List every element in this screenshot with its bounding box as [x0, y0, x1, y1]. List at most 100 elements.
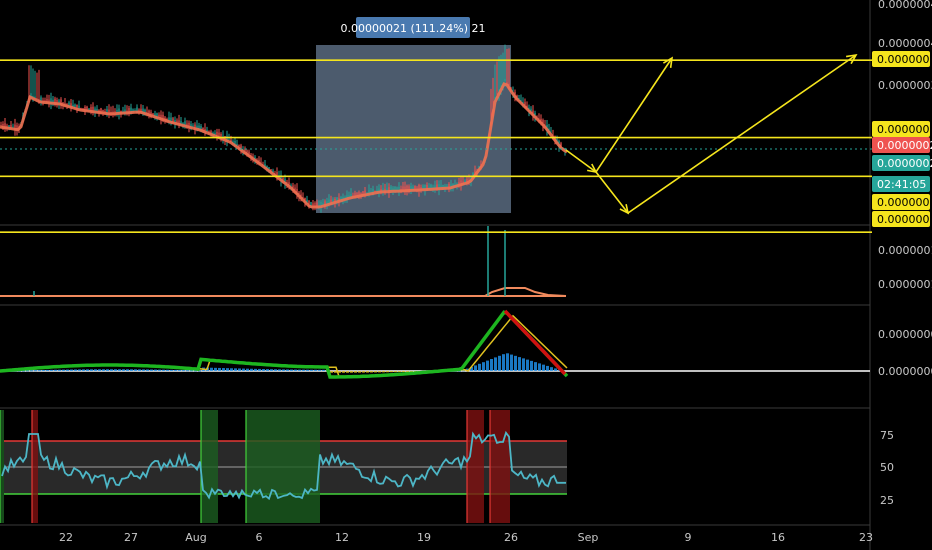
- macd-histogram-bar: [46, 369, 49, 371]
- candle-body: [212, 132, 214, 134]
- candle-body: [290, 185, 292, 187]
- macd-histogram-bar: [554, 368, 557, 371]
- macd-histogram-bar: [526, 359, 529, 371]
- candle-body: [170, 117, 172, 123]
- macd-histogram-bar: [514, 355, 517, 371]
- macd-line-falling: [503, 309, 567, 376]
- candle-body: [416, 187, 418, 189]
- candle-body: [134, 110, 136, 112]
- candle-body: [218, 132, 220, 139]
- candle-body: [450, 184, 452, 187]
- volume-layer: [0, 226, 567, 297]
- macd-histogram-bar: [66, 369, 69, 371]
- candle-body: [328, 199, 330, 206]
- macd-histogram-bar: [498, 355, 501, 371]
- macd-histogram-bar: [290, 369, 293, 371]
- time-tick: 26: [504, 531, 518, 544]
- macd-histogram-bar: [182, 370, 185, 372]
- candle-body: [444, 185, 446, 187]
- macd-histogram-bar: [250, 368, 253, 371]
- macd-histogram-bar: [278, 369, 281, 371]
- candle-body: [460, 180, 462, 186]
- candle-body: [368, 190, 370, 195]
- time-tick: 19: [417, 531, 431, 544]
- projection-arrowhead: [662, 56, 674, 69]
- macd-histogram-bar: [382, 371, 385, 373]
- candle-body: [286, 182, 288, 184]
- candle-body: [216, 131, 218, 138]
- candle-body: [350, 194, 352, 198]
- macd-histogram-bar: [218, 367, 221, 371]
- candle-body: [506, 82, 508, 84]
- candle-body: [34, 96, 36, 99]
- candle-body: [348, 195, 350, 198]
- macd-histogram-bar: [226, 368, 229, 371]
- time-tick: 27: [124, 531, 138, 544]
- candle-body: [142, 108, 144, 114]
- candle-body: [358, 192, 360, 197]
- candle-body: [410, 186, 412, 191]
- candle-body: [322, 203, 324, 206]
- candle-body: [214, 133, 216, 135]
- time-tick: Sep: [578, 531, 599, 544]
- macd-histogram-bar: [298, 369, 301, 371]
- candle-body: [406, 185, 408, 192]
- candle-body: [178, 120, 180, 125]
- candle-body: [38, 98, 40, 101]
- macd-histogram-bar: [122, 369, 125, 371]
- candle-body: [202, 127, 204, 131]
- macd-line: [0, 310, 569, 379]
- candle-body: [452, 183, 454, 187]
- candle-body: [244, 148, 246, 154]
- levels-layer: [0, 59, 872, 233]
- time-tick: 6: [256, 531, 263, 544]
- macd-histogram-bar: [410, 371, 413, 372]
- rsi-line: [1, 430, 566, 501]
- candle-body: [434, 185, 436, 189]
- candle-body: [112, 111, 114, 113]
- candle-body: [426, 184, 428, 191]
- candle-body: [190, 124, 192, 128]
- candle-body: [158, 114, 160, 118]
- macd-histogram-bar: [38, 370, 41, 372]
- macd-histogram-bar: [330, 371, 333, 373]
- macd-histogram-bar: [134, 369, 137, 371]
- candle-body: [394, 186, 396, 192]
- candle-body: [432, 187, 434, 189]
- candle-body: [186, 123, 188, 126]
- candle-body: [232, 141, 234, 143]
- rsi-zone: [201, 410, 218, 523]
- price-tick: 0.00000035: [878, 79, 932, 92]
- macd-histogram-bar: [462, 370, 465, 372]
- candle-body: [332, 199, 334, 203]
- candle-body: [234, 140, 236, 147]
- macd-histogram-bar: [302, 369, 305, 371]
- macd-histogram-bar: [190, 370, 193, 372]
- candle-body: [152, 113, 154, 116]
- price-tag-bg: [872, 194, 930, 210]
- price-tag-bg: [872, 176, 930, 192]
- macd-histogram-bar: [54, 369, 57, 371]
- candle-body: [10, 125, 12, 129]
- price-tag-bg: [872, 211, 930, 227]
- candle-body: [136, 107, 138, 113]
- candle-body: [312, 203, 314, 207]
- candle-body: [420, 187, 422, 189]
- candle-body: [180, 121, 182, 125]
- candle-body: [40, 97, 42, 103]
- candle-body: [98, 109, 100, 112]
- candle-body: [56, 99, 58, 104]
- candle-body: [408, 186, 410, 191]
- macd-histogram-bar: [518, 357, 521, 371]
- candle-body: [32, 95, 34, 98]
- price-tag-label: 0.00000038: [877, 53, 932, 66]
- macd-histogram-bar: [538, 363, 541, 371]
- candle-body: [310, 202, 312, 208]
- candle-body: [138, 109, 140, 111]
- price-tag-bg: [872, 155, 930, 171]
- price-tag-bg: [872, 137, 930, 153]
- macd-histogram-bar: [78, 369, 81, 371]
- candle-body: [504, 78, 506, 82]
